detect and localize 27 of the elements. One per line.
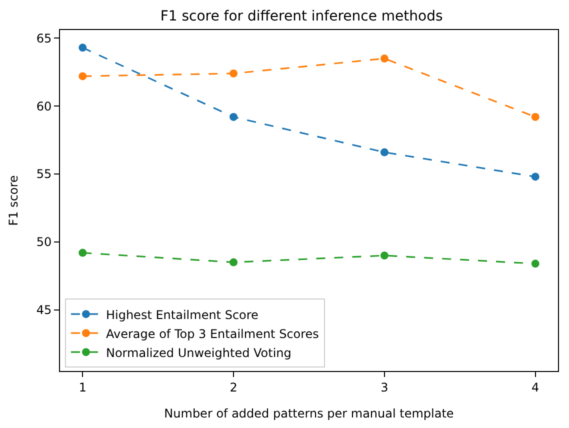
y-tick-label: 50 xyxy=(36,235,52,250)
x-tick-label: 4 xyxy=(532,380,540,394)
point xyxy=(531,112,540,121)
point xyxy=(230,112,238,121)
y-tick-label: 65 xyxy=(36,31,52,46)
x-axis-title: Number of added patterns per manual template xyxy=(164,406,454,420)
point xyxy=(380,252,388,260)
y-axis-title: F1 score xyxy=(6,175,21,226)
point xyxy=(78,248,87,257)
legend-label: Normalized Unweighted Voting xyxy=(106,346,292,360)
x-tick-label: 2 xyxy=(230,380,238,394)
legend-label: Highest Entailment Score xyxy=(106,308,258,322)
y-tick-label: 60 xyxy=(36,99,52,114)
x-tick-label: 1 xyxy=(78,380,86,394)
point xyxy=(531,260,540,268)
point xyxy=(230,258,238,266)
point xyxy=(78,72,87,80)
y-tick-label: 45 xyxy=(36,303,52,318)
y-tick-label: 55 xyxy=(36,167,52,182)
legend-label: Average of Top 3 Entailment Scores xyxy=(106,326,319,341)
point xyxy=(380,148,388,156)
chart-title: F1 score for different inference methods xyxy=(160,8,443,24)
point xyxy=(531,172,540,181)
x-tick-label: 3 xyxy=(380,380,388,394)
point xyxy=(230,69,238,78)
point xyxy=(380,54,388,63)
point xyxy=(78,44,87,52)
